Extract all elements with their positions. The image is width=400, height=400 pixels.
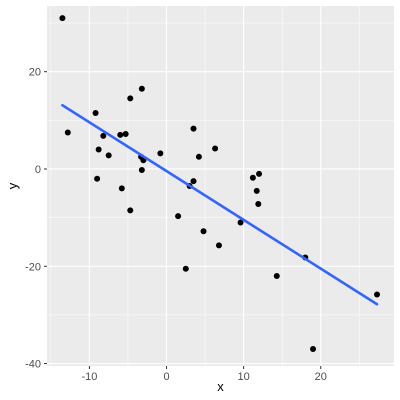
x-tick-label: -10 (81, 371, 97, 383)
minor-grid (47, 6, 394, 366)
data-point (256, 170, 263, 177)
x-tick-label: 0 (163, 371, 169, 383)
data-point (255, 201, 262, 207)
data-point (182, 265, 189, 272)
data-point (94, 175, 101, 182)
regression-line (61, 103, 379, 306)
data-point (200, 228, 207, 235)
x-axis-ticks: -10 0 10 20 (81, 366, 327, 383)
data-point (310, 345, 317, 352)
data-point (105, 152, 112, 159)
y-tick-label: 20 (29, 67, 41, 79)
data-point (95, 146, 102, 153)
major-grid (47, 6, 394, 366)
plot-panel (47, 6, 394, 366)
data-point (215, 242, 222, 249)
data-point (190, 125, 197, 132)
data-point (59, 15, 66, 22)
data-point (92, 110, 99, 117)
y-tick-label: -20 (25, 261, 41, 273)
data-point (118, 185, 125, 192)
x-axis-title: x (217, 379, 224, 394)
data-point (138, 166, 145, 173)
data-point (195, 153, 202, 160)
data-point (157, 150, 164, 157)
y-axis-ticks: -40 -20 0 20 (25, 67, 47, 371)
data-point (138, 85, 145, 92)
y-axis-title: y (5, 182, 20, 189)
data-point (100, 132, 107, 139)
y-tick-label: 0 (35, 164, 41, 176)
data-point (122, 130, 129, 137)
data-point (253, 187, 260, 194)
x-tick-label: 10 (238, 371, 250, 383)
regression-line-group (61, 103, 379, 306)
data-point (212, 145, 219, 152)
data-point (374, 291, 381, 298)
data-point (190, 178, 197, 185)
data-point (117, 131, 124, 138)
data-point (127, 207, 134, 214)
data-point (127, 95, 134, 102)
x-tick-label: 20 (315, 371, 327, 383)
data-point (273, 273, 280, 279)
data-point (175, 213, 182, 220)
data-point (64, 129, 71, 136)
data-point (237, 219, 244, 226)
y-tick-label: -40 (25, 359, 41, 371)
data-point (249, 174, 256, 181)
